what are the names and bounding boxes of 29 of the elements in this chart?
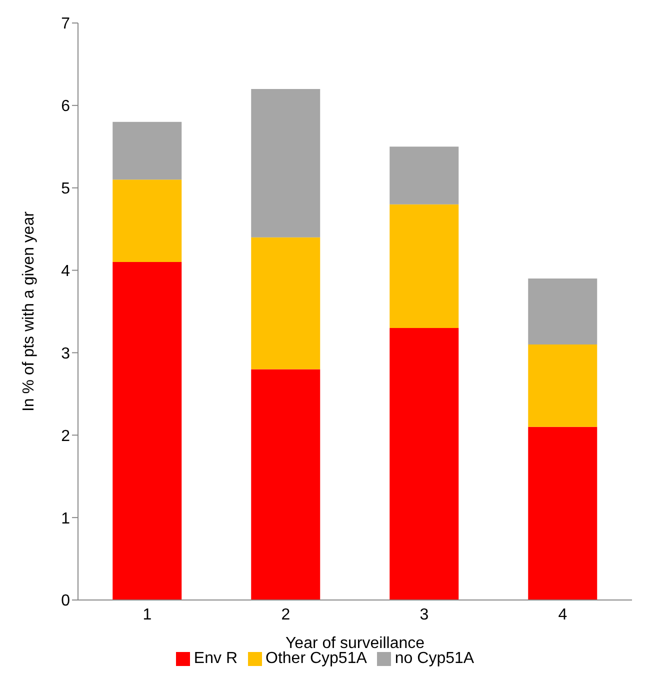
y-axis-title: In % of pts with a given year bbox=[20, 210, 38, 412]
y-tick-label: 5 bbox=[61, 180, 70, 198]
legend-label: Other Cyp51A bbox=[266, 650, 367, 667]
x-tick-label: 2 bbox=[281, 606, 290, 624]
y-tick-label: 0 bbox=[61, 592, 70, 610]
y-tick-label: 4 bbox=[61, 262, 70, 280]
y-tick-label: 6 bbox=[61, 98, 70, 116]
y-tick-label: 7 bbox=[61, 16, 70, 33]
bar bbox=[251, 369, 320, 600]
bar bbox=[528, 426, 598, 600]
y-tick-label: 1 bbox=[61, 510, 70, 528]
bar bbox=[112, 122, 182, 180]
y-tick-label: 2 bbox=[61, 428, 70, 445]
bar bbox=[528, 344, 598, 427]
x-axis-title: Year of surveillance bbox=[285, 635, 425, 652]
legend-label: Env R bbox=[194, 650, 238, 667]
x-tick-label: 1 bbox=[142, 606, 152, 624]
bar bbox=[528, 278, 598, 344]
bar bbox=[390, 204, 459, 328]
legend-label: no Cyp51A bbox=[394, 650, 474, 667]
bar bbox=[251, 237, 320, 370]
bar bbox=[390, 146, 459, 204]
x-tick-label: 4 bbox=[558, 606, 568, 624]
bar bbox=[112, 180, 182, 262]
bar bbox=[251, 88, 320, 238]
y-tick-label: 3 bbox=[61, 345, 70, 362]
x-tick-label: 3 bbox=[420, 606, 429, 624]
bar bbox=[390, 328, 459, 600]
bar bbox=[112, 262, 182, 600]
